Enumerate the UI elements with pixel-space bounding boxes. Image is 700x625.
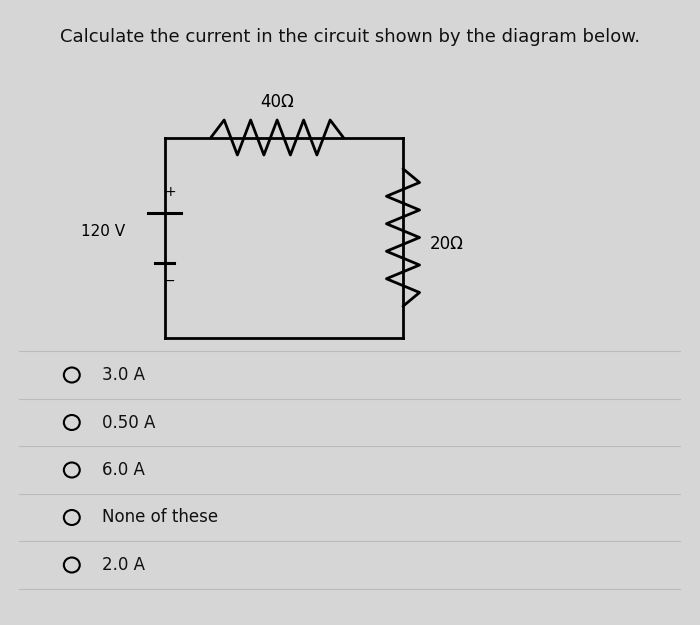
Text: 0.50 A: 0.50 A — [102, 414, 155, 431]
Text: 3.0 A: 3.0 A — [102, 366, 145, 384]
Text: −: − — [164, 274, 176, 288]
Text: 40Ω: 40Ω — [260, 93, 294, 111]
Text: None of these: None of these — [102, 509, 218, 526]
Text: 20Ω: 20Ω — [430, 235, 463, 252]
Text: 2.0 A: 2.0 A — [102, 556, 145, 574]
Text: Calculate the current in the circuit shown by the diagram below.: Calculate the current in the circuit sho… — [60, 28, 640, 46]
Text: +: + — [164, 185, 176, 199]
Text: 6.0 A: 6.0 A — [102, 461, 144, 479]
Text: 120 V: 120 V — [80, 224, 125, 239]
